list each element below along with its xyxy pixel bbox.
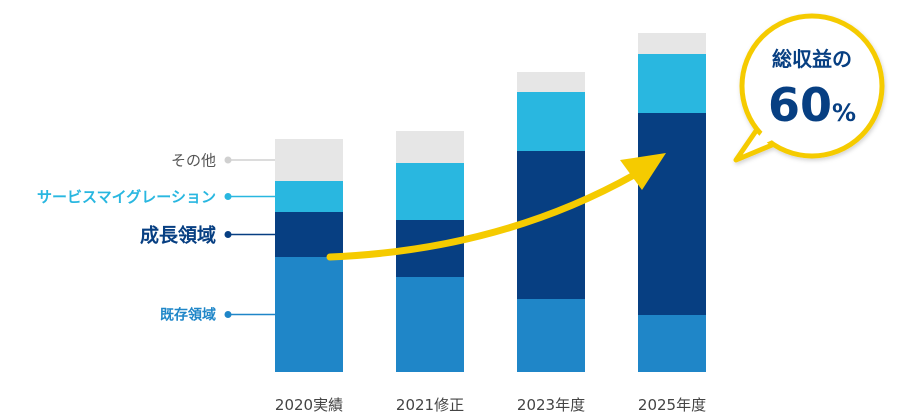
bar-segment <box>517 299 585 372</box>
category-labels: 2020実績 2021修正 2023年度 2025年度 <box>275 396 706 412</box>
bar-segment <box>275 212 343 257</box>
callout-value-number: 60 <box>768 78 832 132</box>
category-label: 2025年度 <box>638 396 706 412</box>
bar-segment <box>517 92 585 151</box>
bar-segment <box>275 139 343 181</box>
callout-bubble-circle <box>739 13 885 159</box>
bar-segment <box>275 181 343 212</box>
legend-label: その他 <box>171 151 216 169</box>
bar-group <box>275 33 706 372</box>
bar-segment <box>275 257 343 372</box>
callout-bubble <box>733 13 885 163</box>
legend: 既存領域 成長領域 サービスマイグレーション その他 <box>37 151 275 324</box>
legend-dot <box>224 231 232 238</box>
callout-value: 60% <box>768 78 856 132</box>
category-label: 2023年度 <box>517 396 585 412</box>
callout-value-unit: % <box>832 99 856 127</box>
bar-segment <box>517 72 585 92</box>
callout-label: 総収益の <box>772 47 852 71</box>
growth-arrow-shaft <box>326 171 638 261</box>
legend-label: 成長領域 <box>140 223 216 246</box>
legend-label: 既存領域 <box>160 307 216 324</box>
category-label: 2020実績 <box>275 396 343 412</box>
bar-segment <box>638 54 706 113</box>
growth-arrow-head <box>620 153 666 190</box>
bar-segment <box>638 113 706 315</box>
bar-segment <box>638 315 706 372</box>
bar-segment <box>638 33 706 54</box>
callout-bubble-tail-cover <box>748 131 779 151</box>
bar-segment <box>396 277 464 372</box>
category-label: 2021修正 <box>396 396 464 412</box>
legend-dot <box>224 311 232 318</box>
legend-dot <box>224 193 232 200</box>
growth-arrow <box>326 153 666 261</box>
legend-dot <box>224 156 232 164</box>
bar-segment <box>396 131 464 163</box>
legend-label: サービスマイグレーション <box>37 188 216 206</box>
bar-segment <box>396 163 464 220</box>
